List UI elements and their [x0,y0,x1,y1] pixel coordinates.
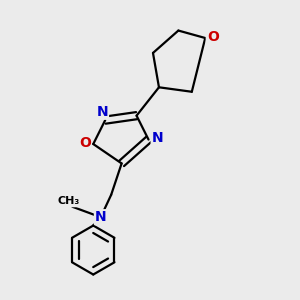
Text: N: N [95,210,106,224]
Text: O: O [79,136,91,149]
Text: O: O [207,29,219,44]
Text: N: N [152,131,163,145]
Text: CH₃: CH₃ [58,196,80,206]
Text: N: N [96,105,108,119]
